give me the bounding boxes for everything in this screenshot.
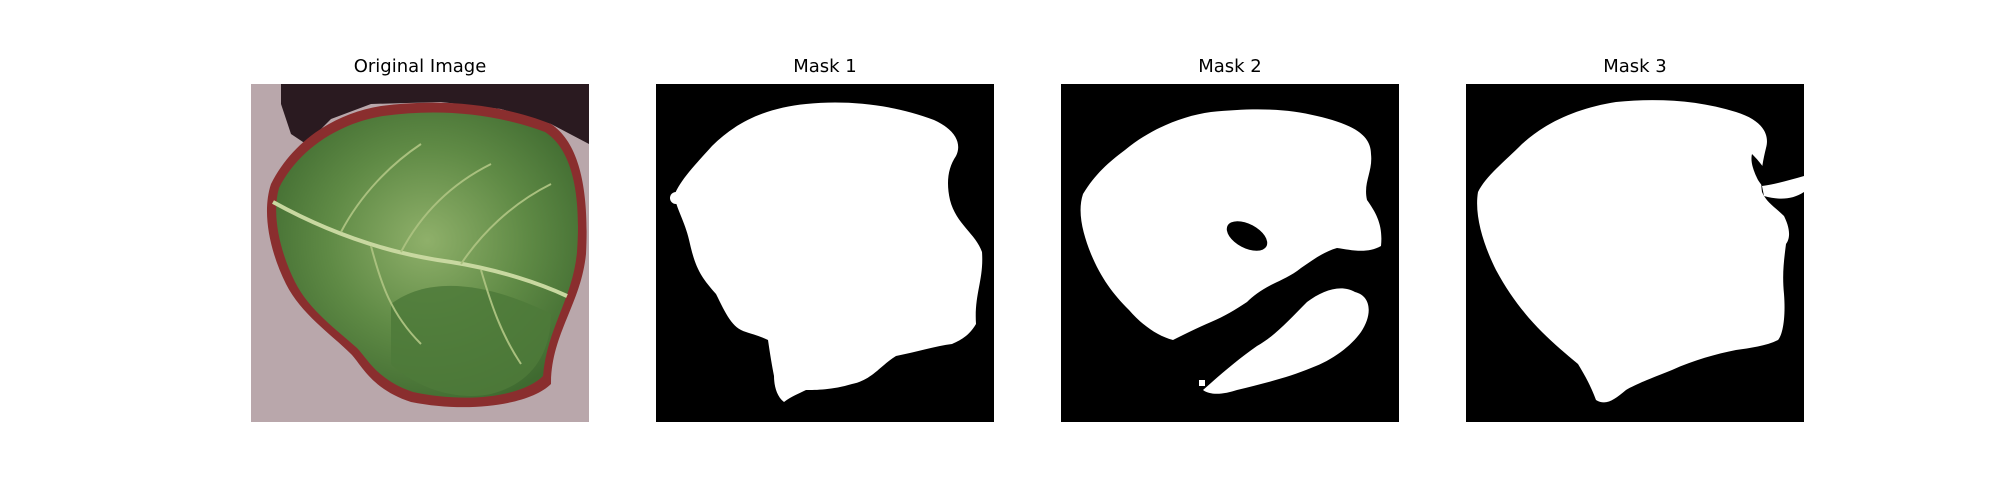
mask-speck bbox=[1199, 380, 1205, 386]
mask-speck bbox=[1311, 234, 1319, 242]
mask-3-image bbox=[1466, 84, 1804, 422]
leaf-vein bbox=[370, 245, 422, 345]
leaf-vein bbox=[460, 183, 552, 265]
mask-1-panel: Mask 1 bbox=[656, 56, 994, 422]
mask-speck bbox=[1211, 114, 1217, 118]
panel-title: Original Image bbox=[353, 56, 487, 77]
leaf-shadow bbox=[281, 84, 589, 144]
mask-hole bbox=[1226, 221, 1268, 251]
original-image-panel: Original Image bbox=[251, 56, 589, 422]
mask-region bbox=[670, 192, 682, 204]
mask-1-image bbox=[656, 84, 994, 422]
leaf-vein bbox=[340, 143, 422, 233]
leaf-fold bbox=[391, 285, 551, 396]
leaf-vein bbox=[400, 163, 492, 253]
mask-3-panel: Mask 3 bbox=[1466, 56, 1804, 422]
panel-title: Mask 1 bbox=[793, 56, 857, 77]
mask-2-image bbox=[1061, 84, 1399, 422]
panel-title: Mask 3 bbox=[1603, 56, 1667, 77]
panel-title: Mask 2 bbox=[1198, 56, 1262, 77]
leaf-vein bbox=[480, 269, 522, 365]
mask-region bbox=[1203, 288, 1369, 394]
mask-speck bbox=[1185, 230, 1195, 236]
mask-region bbox=[1762, 176, 1804, 199]
leaf-midrib bbox=[272, 200, 568, 298]
mask-2-panel: Mask 2 bbox=[1061, 56, 1399, 422]
mask-region bbox=[674, 102, 983, 402]
mask-region bbox=[1477, 100, 1790, 403]
original-image bbox=[251, 84, 589, 422]
